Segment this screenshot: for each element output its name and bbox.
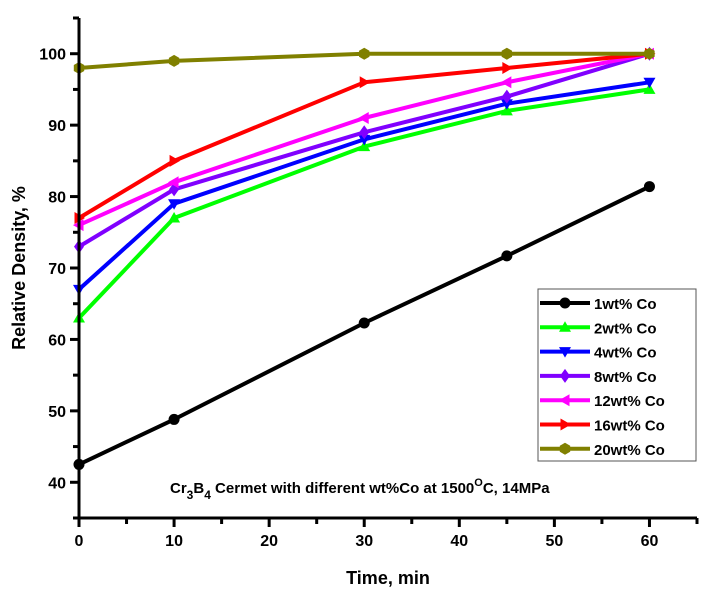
legend-item: 4wt% Co [540, 345, 657, 362]
legend-label: 8wt% Co [594, 369, 657, 386]
data-point [559, 321, 571, 332]
data-point [500, 76, 512, 89]
annotation-sub1: 3 [187, 488, 194, 502]
data-point [358, 140, 371, 152]
legend-item: 1wt% Co [540, 296, 657, 313]
series-line [77, 87, 650, 320]
data-point [169, 154, 181, 167]
legend-item: 16wt% Co [540, 418, 665, 435]
y-tick-label: 90 [48, 118, 66, 135]
legend-item: 12wt% Co [540, 393, 665, 410]
legend-label: 2wt% Co [594, 320, 657, 337]
y-axis-title: Relative Density, % [9, 186, 29, 350]
y-tick-label: 80 [48, 190, 66, 207]
data-point [500, 99, 513, 110]
y-tick-label: 40 [48, 475, 66, 492]
data-point [643, 83, 656, 94]
data-point [559, 297, 571, 309]
axes-layer: 40 50 60 70 80 90 100 0 10 20 30 40 50 60 [39, 16, 699, 550]
legend-label: 12wt% Co [594, 393, 665, 410]
annotation-prefix: Cr [170, 480, 187, 497]
data-point [500, 104, 513, 116]
legend-item: 8wt% Co [540, 368, 657, 386]
y-tick-label: 50 [48, 404, 66, 421]
x-tick-label: 10 [165, 533, 183, 550]
data-point [358, 317, 370, 329]
data-point [501, 250, 513, 262]
x-tick-label: 30 [355, 533, 373, 550]
data-point [168, 413, 180, 425]
x-tick-label: 50 [545, 533, 563, 550]
x-tick-label: 0 [75, 533, 84, 550]
annotation-sub2: 4 [204, 488, 211, 502]
data-point [358, 112, 369, 124]
data-point [559, 394, 570, 407]
data-point [502, 62, 513, 74]
y-tick-label: 100 [39, 47, 66, 64]
data-point [501, 89, 512, 104]
data-point [168, 199, 181, 210]
data-point [359, 47, 370, 60]
data-point [560, 418, 571, 431]
data-point [559, 347, 571, 358]
legend-label: 1wt% Co [594, 296, 657, 313]
data-point [359, 125, 370, 140]
data-point [559, 442, 571, 455]
legend: 1wt% Co 2wt% Co 4wt% Co 8wt% Co 12wt% Co 16wt… [537, 288, 697, 462]
data-point [643, 77, 656, 89]
data-point [560, 368, 570, 383]
data-point [359, 76, 371, 89]
legend-label: 20wt% Co [594, 442, 665, 459]
annotation-text: Cermet with different wt%Co at 1500 [211, 480, 474, 497]
annotation-sup: O [474, 477, 483, 489]
data-point [168, 212, 181, 223]
legend-label: 4wt% Co [594, 345, 657, 362]
data-point [168, 176, 179, 189]
data-point [643, 181, 655, 193]
chart-annotation: Cr3B4 Cermet with different wt%Co at 150… [170, 477, 550, 502]
annotation-suffix: C, 14MPa [483, 480, 550, 497]
data-point [358, 134, 371, 146]
x-tick-label: 60 [641, 533, 659, 550]
y-tick-label: 70 [48, 261, 66, 278]
series-2wt-co [73, 83, 656, 323]
y-tick-label: 60 [48, 332, 66, 349]
legend-label: 16wt% Co [594, 418, 665, 435]
legend-item: 20wt% Co [540, 442, 665, 459]
series-20wt-co [73, 47, 655, 74]
x-tick-label: 40 [450, 533, 468, 550]
legend-item: 2wt% Co [540, 320, 657, 337]
x-axis-title: Time, min [346, 568, 430, 588]
data-point [168, 54, 180, 67]
data-point [501, 47, 513, 60]
data-point [644, 47, 655, 60]
series-layer [73, 46, 656, 470]
x-tick-label: 20 [260, 533, 278, 550]
annotation-mid: B [193, 480, 204, 497]
